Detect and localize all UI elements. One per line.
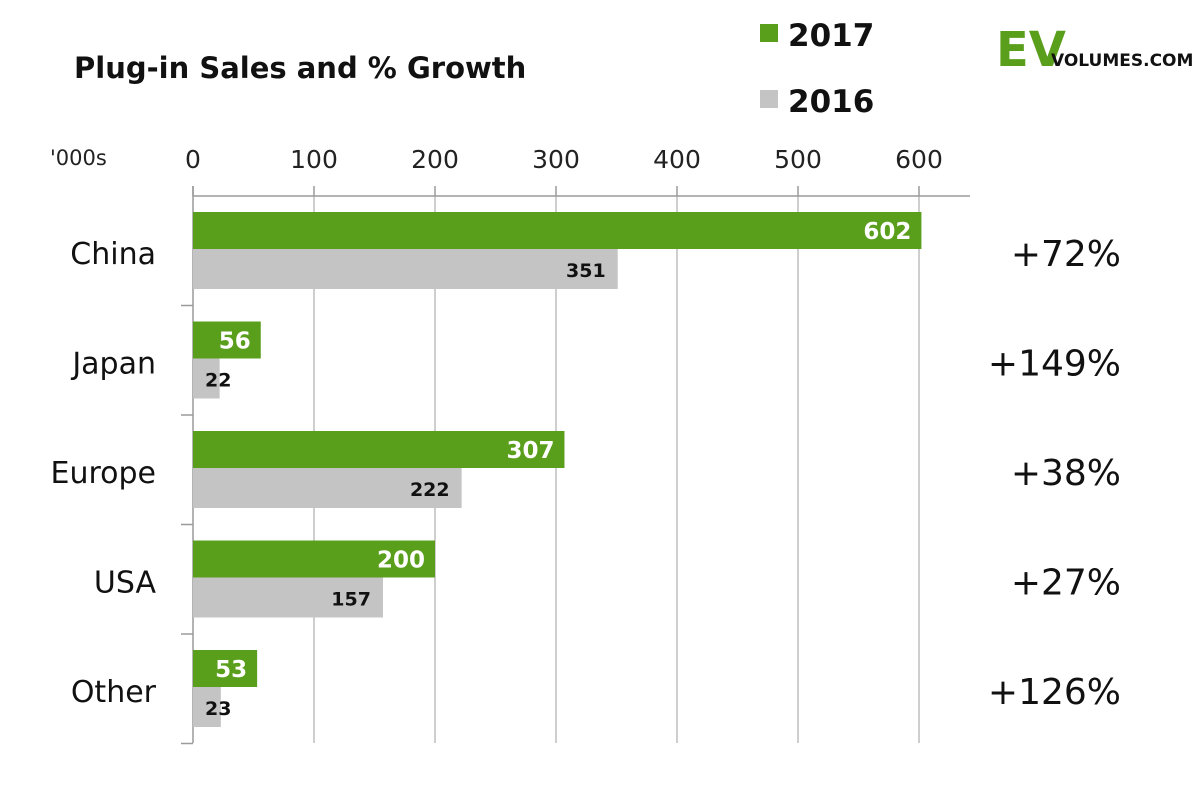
logo: EV VOLUMES.COM xyxy=(996,22,1193,78)
growth-label-japan: +149% xyxy=(988,344,1121,385)
growth-label-usa: +27% xyxy=(1011,563,1121,604)
category-label-china: China xyxy=(70,237,156,272)
tick-label-100: 100 xyxy=(290,145,338,174)
growth-labels: +72% +149% +38% +27% +126% xyxy=(988,234,1121,713)
growth-label-china: +72% xyxy=(1011,234,1121,275)
tick-label-0: 0 xyxy=(185,145,201,174)
tick-label-500: 500 xyxy=(774,145,822,174)
bars: 602 351 56 22 307 222 200 157 53 23 xyxy=(193,212,922,727)
bar-2017-japan xyxy=(193,321,261,359)
value-label-2017-europe: 307 xyxy=(506,438,554,464)
category-labels: China Japan Europe USA Other xyxy=(51,237,157,710)
value-label-2017-china: 602 xyxy=(863,219,911,245)
value-label-2016-europe: 222 xyxy=(410,479,450,501)
growth-label-other: +126% xyxy=(988,672,1121,713)
category-label-other: Other xyxy=(71,675,157,710)
category-label-usa: USA xyxy=(94,566,157,601)
bar-2017-other xyxy=(193,650,258,687)
bar-2016-europe xyxy=(193,468,462,508)
bar-2017-china xyxy=(193,212,922,249)
bar-2016-japan xyxy=(193,358,220,399)
legend: 2017 2016 xyxy=(760,18,874,120)
bar-2016-china xyxy=(193,249,618,289)
category-label-japan: Japan xyxy=(70,347,156,382)
tick-label-400: 400 xyxy=(653,145,701,174)
legend-swatch-2016 xyxy=(760,90,778,108)
x-axis-ticks: 0 100 200 300 400 500 600 xyxy=(185,145,943,196)
legend-label-2017: 2017 xyxy=(788,18,874,54)
tick-label-600: 600 xyxy=(895,145,943,174)
legend-swatch-2017 xyxy=(760,24,778,42)
logo-mark: EV xyxy=(996,22,1066,78)
logo-text: VOLUMES.COM xyxy=(1051,51,1193,71)
value-label-2016-japan: 22 xyxy=(205,370,231,392)
value-label-2016-other: 23 xyxy=(205,698,231,720)
value-label-2016-china: 351 xyxy=(566,260,606,282)
bar-2016-usa xyxy=(193,577,383,618)
bar-2017-europe xyxy=(193,431,565,468)
value-label-2017-usa: 200 xyxy=(377,548,425,574)
value-label-2017-japan: 56 xyxy=(219,329,251,355)
value-label-2017-other: 53 xyxy=(215,657,247,683)
value-label-2016-usa: 157 xyxy=(331,589,371,611)
tick-label-300: 300 xyxy=(532,145,580,174)
category-label-europe: Europe xyxy=(51,456,157,491)
growth-label-europe: +38% xyxy=(1011,453,1121,494)
chart-title: Plug-in Sales and % Growth xyxy=(74,51,526,85)
bar-2017-usa xyxy=(193,540,435,578)
legend-label-2016: 2016 xyxy=(788,84,874,120)
bar-2016-other xyxy=(193,687,221,727)
tick-label-200: 200 xyxy=(411,145,459,174)
unit-label: '000s xyxy=(50,146,107,170)
